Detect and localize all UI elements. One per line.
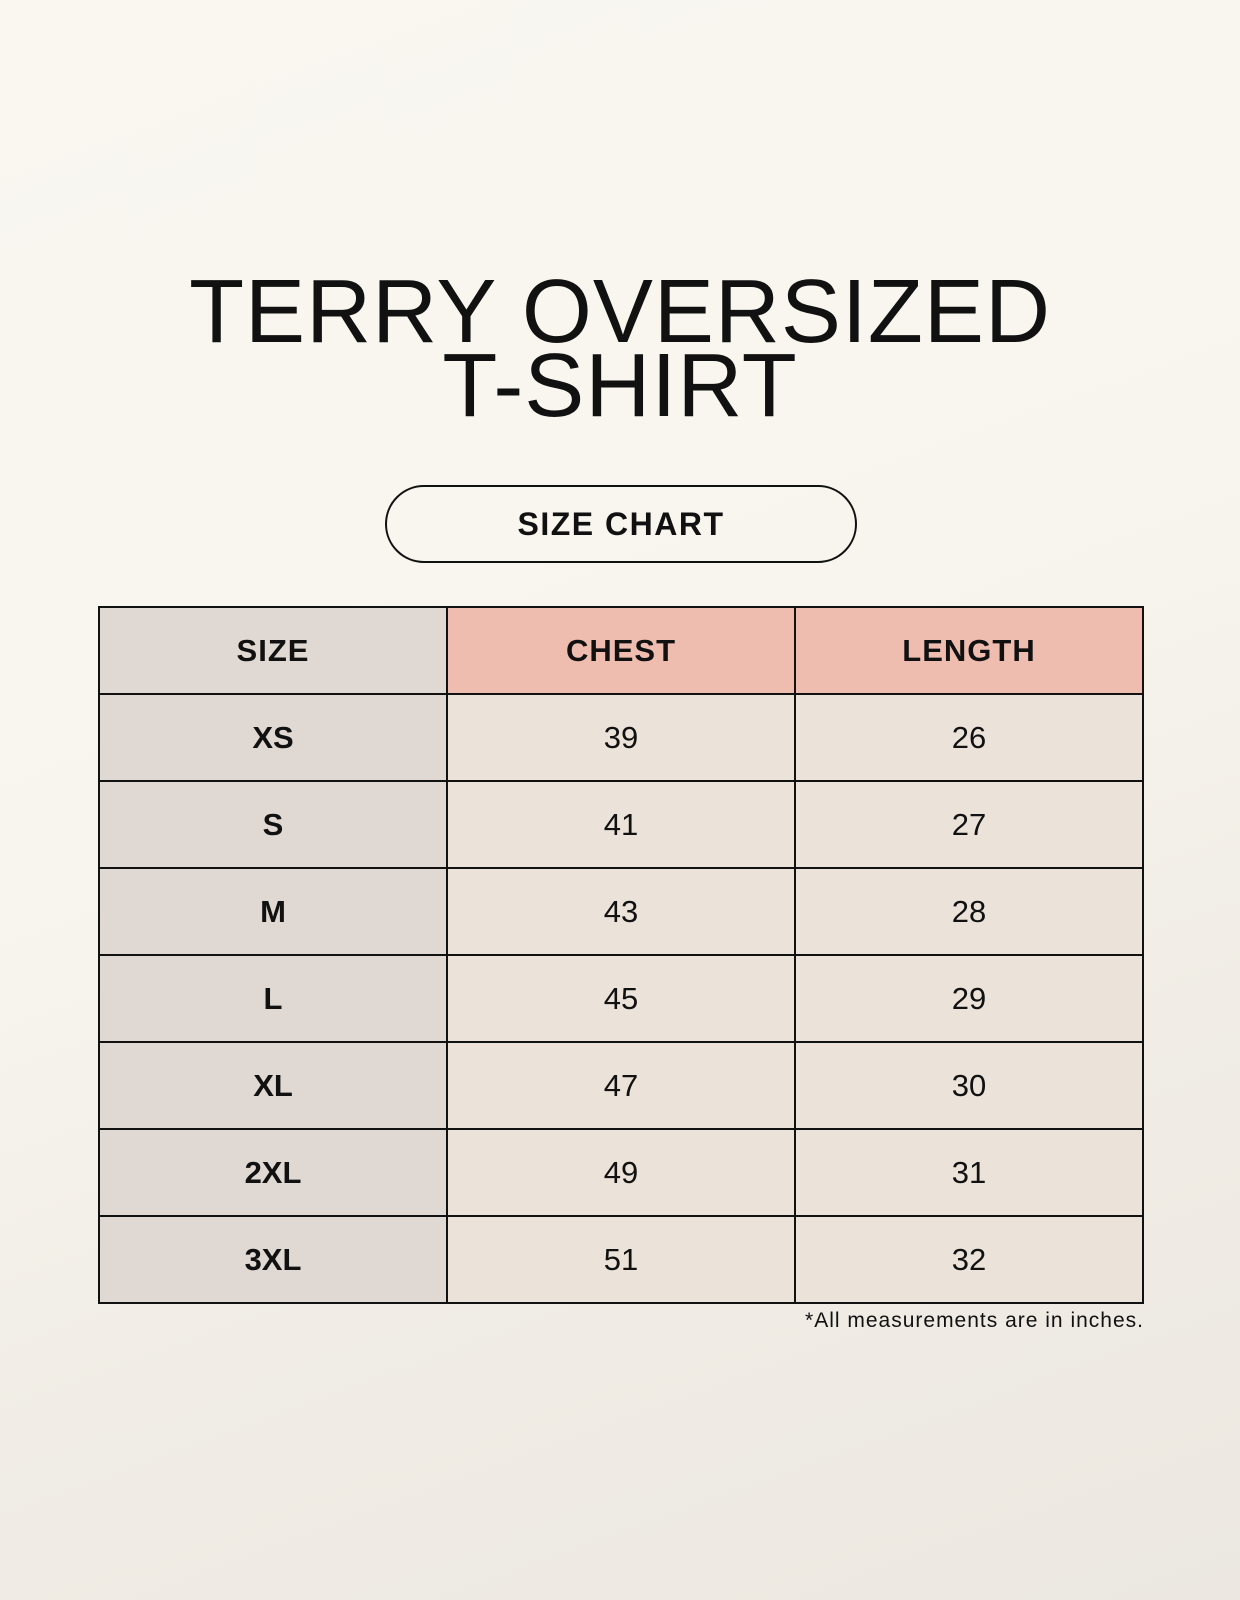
length-cell: 29 — [794, 954, 1144, 1043]
size-cell: 2XL — [98, 1128, 448, 1217]
length-cell: 32 — [794, 1215, 1144, 1304]
size-cell: XS — [98, 693, 448, 782]
length-cell: 26 — [794, 693, 1144, 782]
table-row: XS 39 26 — [98, 693, 1144, 782]
table-row: 2XL 49 31 — [98, 1128, 1144, 1217]
table-row: 3XL 51 32 — [98, 1215, 1144, 1304]
title-line-2: T-SHIRT — [442, 336, 798, 436]
chest-cell: 39 — [446, 693, 796, 782]
chest-cell: 47 — [446, 1041, 796, 1130]
size-cell: 3XL — [98, 1215, 448, 1304]
chest-cell: 49 — [446, 1128, 796, 1217]
header-row: SIZE CHEST LENGTH — [98, 606, 1144, 695]
table-row: L 45 29 — [98, 954, 1144, 1043]
chest-cell: 45 — [446, 954, 796, 1043]
size-cell: M — [98, 867, 448, 956]
header-chest: CHEST — [446, 606, 796, 695]
table-row: S 41 27 — [98, 780, 1144, 869]
size-chart-badge: SIZE CHART — [385, 485, 857, 563]
size-cell: S — [98, 780, 448, 869]
footnote: *All measurements are in inches. — [805, 1309, 1144, 1332]
chest-cell: 51 — [446, 1215, 796, 1304]
page-title: TERRY OVERSIZED T-SHIRT — [0, 262, 1240, 436]
header-length: LENGTH — [794, 606, 1144, 695]
chest-cell: 41 — [446, 780, 796, 869]
table-row: M 43 28 — [98, 867, 1144, 956]
length-cell: 27 — [794, 780, 1144, 869]
length-cell: 30 — [794, 1041, 1144, 1130]
header-size: SIZE — [98, 606, 448, 695]
chest-cell: 43 — [446, 867, 796, 956]
length-cell: 31 — [794, 1128, 1144, 1217]
size-cell: XL — [98, 1041, 448, 1130]
size-cell: L — [98, 954, 448, 1043]
length-cell: 28 — [794, 867, 1144, 956]
title-line-1: TERRY OVERSIZED — [189, 262, 1051, 362]
table-row: XL 47 30 — [98, 1041, 1144, 1130]
size-chart-table: SIZE CHEST LENGTH XS 39 26 S 41 27 M 43 28 L 45 29 X… — [98, 606, 1144, 1304]
